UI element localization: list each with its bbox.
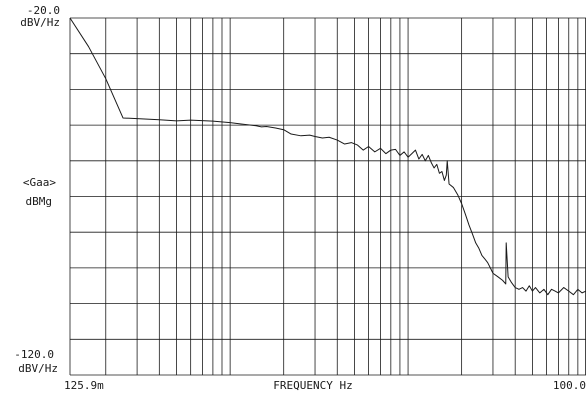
y-top-unit-label: dBV/Hz (20, 16, 60, 29)
y-top-value-label: -20.0 (27, 4, 60, 17)
y-bottom-value-label: -120.0 (14, 348, 54, 361)
x-left-tick-label: 125.9m (64, 379, 104, 392)
series-layer (69, 17, 586, 296)
spectrum-series-line (69, 17, 586, 296)
grid (69, 17, 586, 376)
x-right-tick-label: 100.0 (553, 379, 586, 392)
y-axis-quantity-label: <Gaa> (23, 176, 56, 189)
y-bottom-unit-label: dBV/Hz (18, 362, 58, 375)
x-axis-title: FREQUENCY Hz (273, 379, 352, 392)
y-axis-unit-label: dBMg (26, 195, 53, 208)
